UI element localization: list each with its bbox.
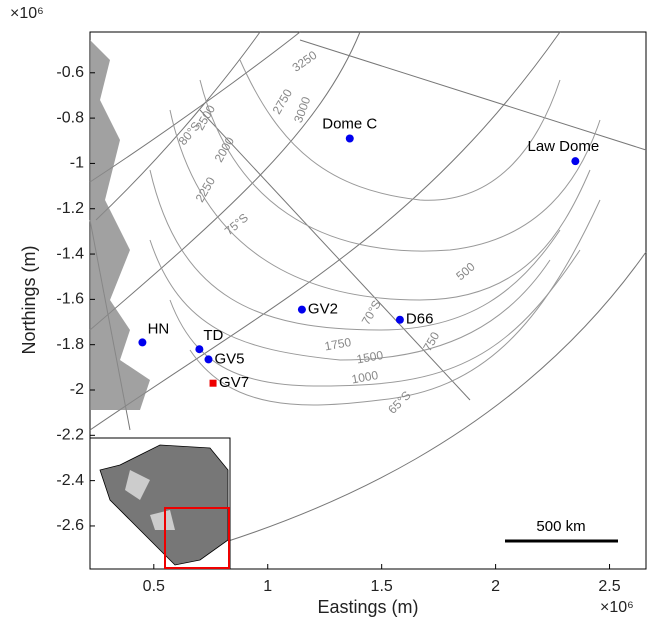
x-exponent: ×10⁶ (600, 599, 634, 616)
y-tick-label: -0.6 (56, 64, 84, 81)
station-label: Dome C (322, 115, 377, 132)
scale-bar-label: 500 km (536, 518, 585, 535)
y-tick-label: -1.6 (56, 291, 84, 308)
station-label: GV5 (214, 350, 244, 367)
y-tick-label: -1 (70, 155, 84, 172)
station-marker (204, 355, 213, 364)
y-tick-label: -2 (70, 381, 84, 398)
station-marker (571, 157, 580, 166)
station-label: Law Dome (528, 138, 600, 155)
contour-label: 1500 (355, 348, 384, 366)
y-tick-label: -2.6 (56, 517, 84, 534)
x-tick-label: 1.5 (371, 578, 393, 595)
station-marker (209, 379, 217, 387)
contour-label: 1000 (350, 368, 379, 386)
y-tick-label: -1.4 (56, 245, 84, 262)
x-tick-label: 2.5 (598, 578, 620, 595)
x-tick-label: 0.5 (143, 578, 165, 595)
station-marker (297, 305, 306, 314)
y-tick-label: -1.2 (56, 200, 84, 217)
station-marker (195, 345, 204, 354)
y-tick-label: -2.4 (56, 472, 84, 489)
station-label: TD (203, 327, 223, 344)
station-label: D66 (406, 311, 434, 328)
y-tick-label: -1.8 (56, 336, 84, 353)
y-axis-label: Northings (m) (19, 245, 39, 354)
y-tick-label: -2.2 (56, 427, 84, 444)
inset-map (89, 437, 231, 570)
station-marker (395, 315, 404, 324)
station-label: HN (148, 320, 170, 337)
y-exponent: ×10⁶ (10, 5, 44, 22)
x-axis-label: Eastings (m) (317, 597, 418, 617)
x-tick-label: 2 (491, 578, 500, 595)
contour-label: 1750 (323, 335, 352, 353)
station-marker (138, 338, 147, 347)
station-label: GV7 (219, 374, 249, 391)
station-marker (345, 134, 354, 143)
x-tick-label: 1 (263, 578, 272, 595)
y-tick-label: -0.8 (56, 109, 84, 126)
station-label: GV2 (308, 301, 338, 318)
